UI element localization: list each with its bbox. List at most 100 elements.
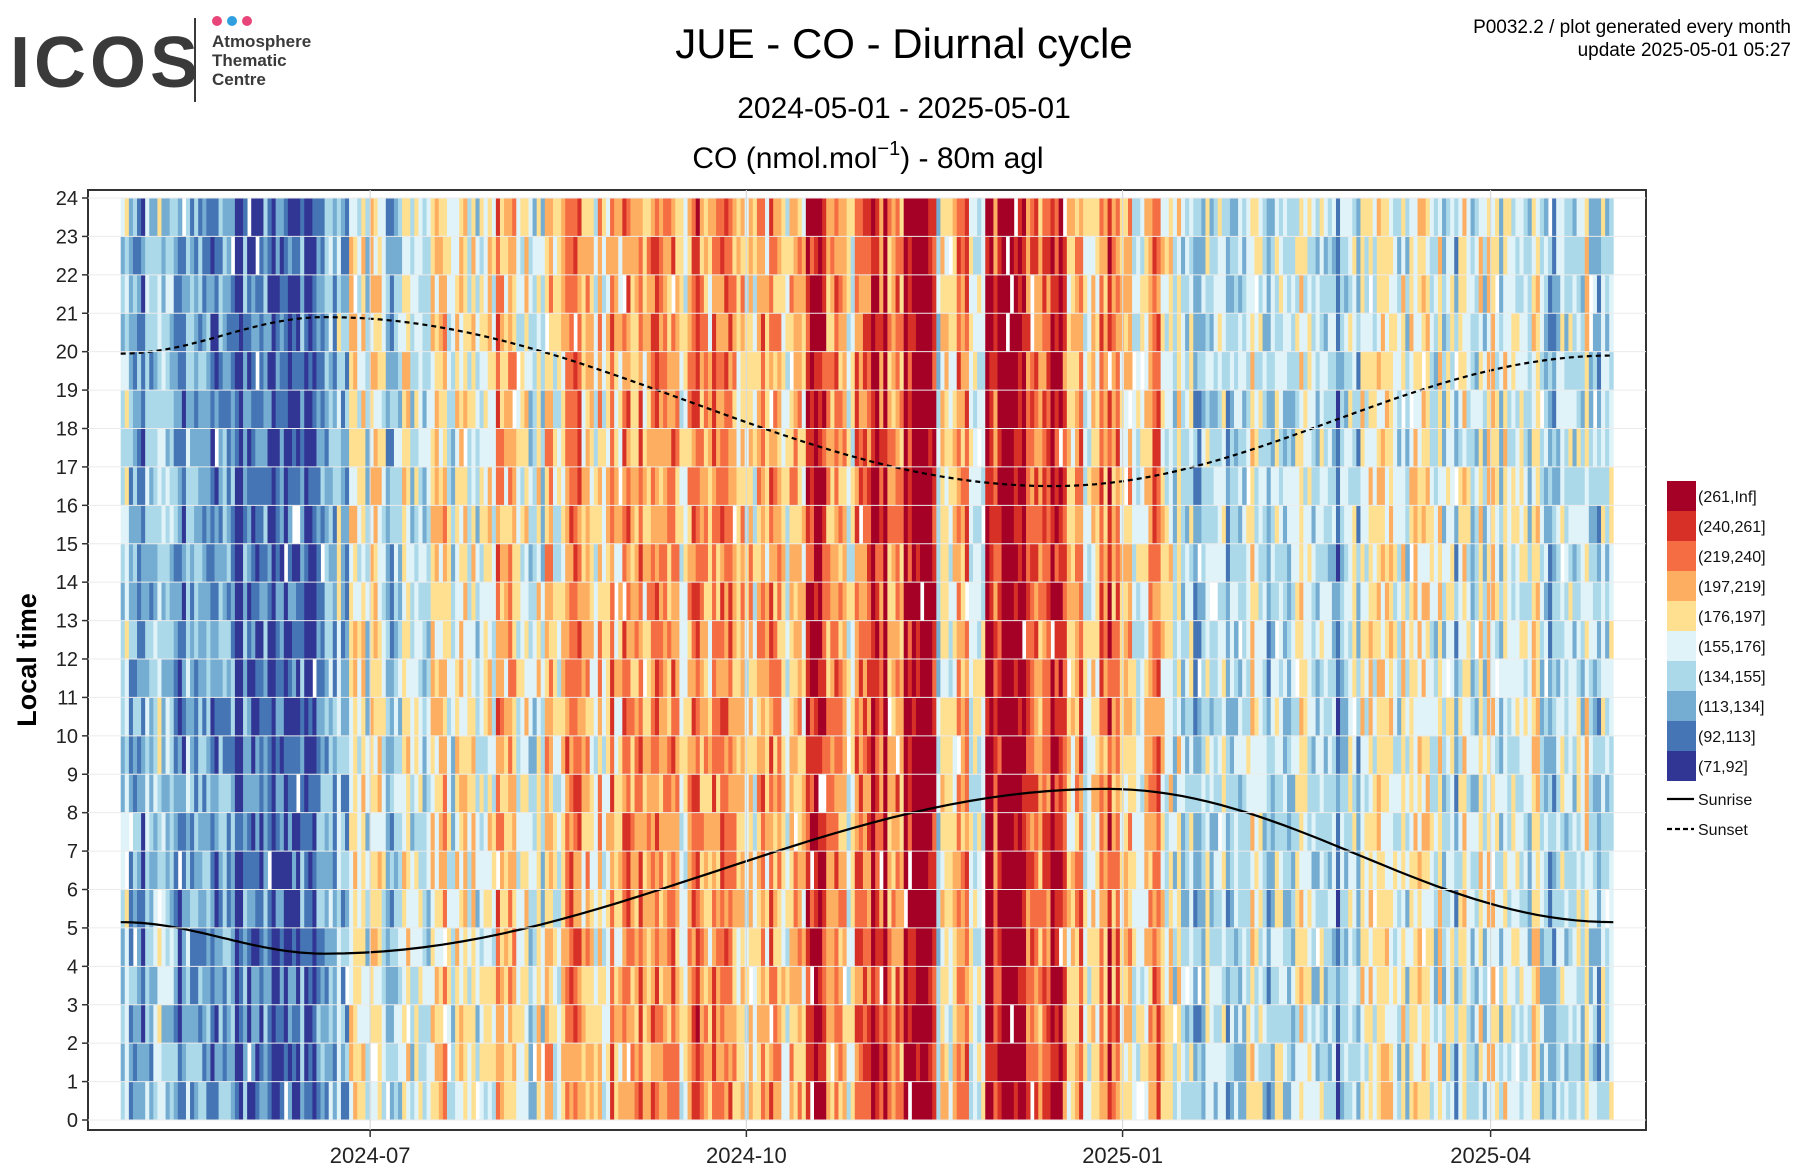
heatmap-cell xyxy=(626,621,630,660)
heatmap-cell xyxy=(928,467,932,506)
heatmap-cell xyxy=(843,275,847,314)
heatmap-cell xyxy=(166,505,170,544)
heatmap-cell xyxy=(288,1005,292,1044)
heatmap-cell xyxy=(296,928,300,967)
heatmap-cell xyxy=(651,467,655,506)
heatmap-cell xyxy=(170,390,174,429)
heatmap-cell xyxy=(488,544,492,583)
heatmap-cell xyxy=(194,352,198,391)
heatmap-cell xyxy=(276,1082,280,1121)
heatmap-cell xyxy=(549,736,553,775)
heatmap-cell xyxy=(533,313,537,352)
heatmap-cell xyxy=(969,659,973,698)
heatmap-cell xyxy=(586,275,590,314)
heatmap-cell xyxy=(867,813,871,852)
heatmap-cell xyxy=(887,275,891,314)
heatmap-cell xyxy=(663,659,667,698)
heatmap-cell xyxy=(520,582,524,621)
heatmap-cell xyxy=(700,505,704,544)
heatmap-cell xyxy=(569,697,573,736)
heatmap-cell xyxy=(614,736,618,775)
heatmap-cell xyxy=(949,1005,953,1044)
heatmap-cell xyxy=(896,774,900,813)
heatmap-cell xyxy=(280,813,284,852)
heatmap-cell xyxy=(855,429,859,468)
heatmap-cell xyxy=(688,813,692,852)
heatmap-cell xyxy=(541,736,545,775)
heatmap-cell xyxy=(492,659,496,698)
heatmap-cell xyxy=(268,1005,272,1044)
heatmap-cell xyxy=(219,966,223,1005)
heatmap-cell xyxy=(251,697,255,736)
heatmap-cell xyxy=(524,313,528,352)
heatmap-cell xyxy=(737,467,741,506)
heatmap-cell xyxy=(325,1043,329,1082)
heatmap-cell xyxy=(357,429,361,468)
heatmap-cell xyxy=(732,774,736,813)
heatmap-cell xyxy=(235,352,239,391)
heatmap-cell xyxy=(957,467,961,506)
heatmap-cell xyxy=(675,275,679,314)
heatmap-cell xyxy=(912,352,916,391)
heatmap-cell xyxy=(708,313,712,352)
heatmap-cell xyxy=(337,198,341,237)
heatmap-cell xyxy=(875,1005,879,1044)
heatmap-cell xyxy=(696,621,700,660)
heatmap-cell xyxy=(610,621,614,660)
heatmap-cell xyxy=(737,1043,741,1082)
heatmap-cell xyxy=(227,736,231,775)
heatmap-cell xyxy=(724,890,728,929)
heatmap-cell xyxy=(977,1005,981,1044)
heatmap-cell xyxy=(569,890,573,929)
heatmap-cell xyxy=(215,505,219,544)
heatmap-cell xyxy=(476,736,480,775)
heatmap-cell xyxy=(871,928,875,967)
heatmap-cell xyxy=(349,774,353,813)
heatmap-cell xyxy=(655,429,659,468)
heatmap-cell xyxy=(561,544,565,583)
heatmap-cell xyxy=(137,275,141,314)
heatmap-cell xyxy=(692,198,696,237)
heatmap-cell xyxy=(337,390,341,429)
heatmap-cell xyxy=(166,1082,170,1121)
heatmap-cell xyxy=(741,505,745,544)
heatmap-cell xyxy=(488,582,492,621)
heatmap-cell xyxy=(569,505,573,544)
heatmap-cell xyxy=(859,928,863,967)
heatmap-cell xyxy=(912,736,916,775)
heatmap-cell xyxy=(847,429,851,468)
heatmap-cell xyxy=(215,352,219,391)
heatmap-cell xyxy=(667,544,671,583)
heatmap-cell xyxy=(137,928,141,967)
heatmap-cell xyxy=(300,505,304,544)
heatmap-cell xyxy=(308,352,312,391)
heatmap-cell xyxy=(785,851,789,890)
heatmap-cell xyxy=(284,1005,288,1044)
heatmap-cell xyxy=(569,928,573,967)
heatmap-cell xyxy=(712,621,716,660)
heatmap-cell xyxy=(875,198,879,237)
heatmap-cell xyxy=(406,429,410,468)
heatmap-cell xyxy=(439,621,443,660)
heatmap-cell xyxy=(500,1043,504,1082)
heatmap-cell xyxy=(239,544,243,583)
heatmap-cell xyxy=(582,313,586,352)
heatmap-cell xyxy=(292,582,296,621)
heatmap-cell xyxy=(586,928,590,967)
heatmap-cell xyxy=(349,890,353,929)
heatmap-cell xyxy=(272,1043,276,1082)
heatmap-cell xyxy=(847,275,851,314)
heatmap-cell xyxy=(790,390,794,429)
heatmap-cell xyxy=(798,890,802,929)
heatmap-cell xyxy=(830,275,834,314)
heatmap-cell xyxy=(757,928,761,967)
heatmap-cell xyxy=(830,467,834,506)
heatmap-cell xyxy=(843,352,847,391)
heatmap-cell xyxy=(635,851,639,890)
heatmap-cell xyxy=(879,890,883,929)
heatmap-cell xyxy=(838,544,842,583)
heatmap-cell xyxy=(284,659,288,698)
heatmap-cell xyxy=(863,505,867,544)
heatmap-cell xyxy=(524,429,528,468)
heatmap-cell xyxy=(622,236,626,275)
